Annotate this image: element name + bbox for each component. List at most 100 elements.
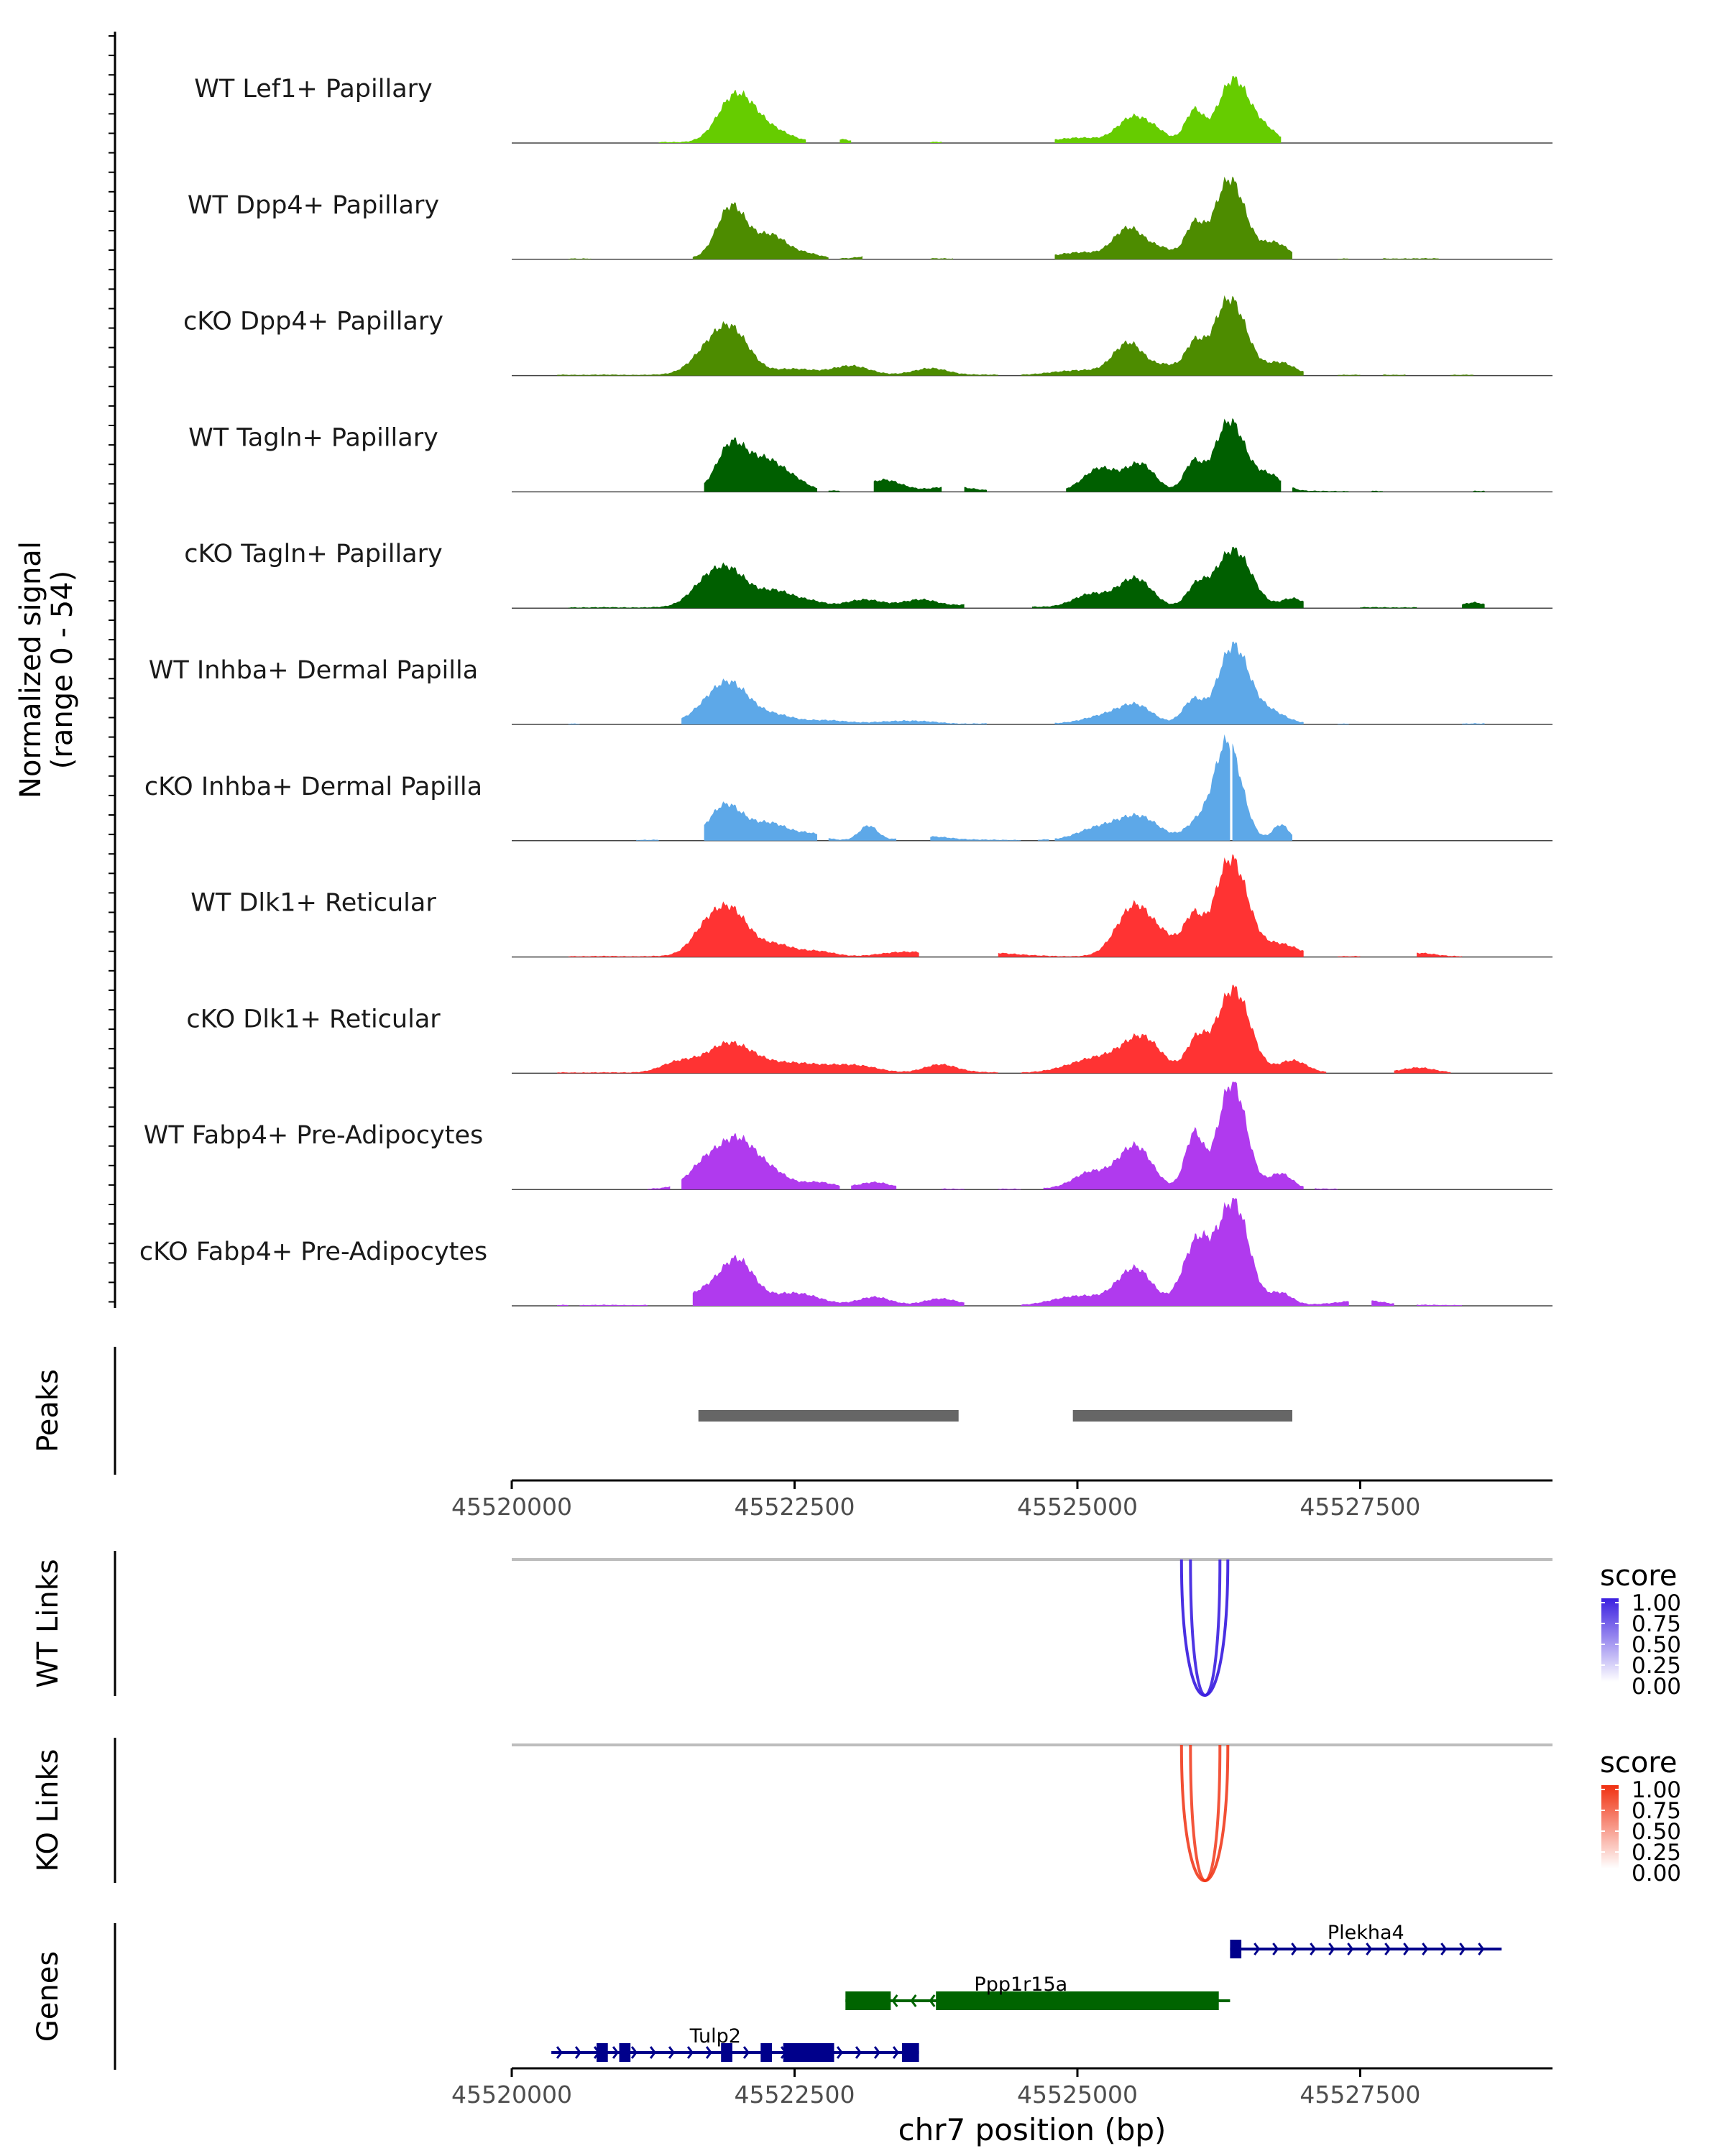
gene-strand-arrow [1328,1943,1335,1955]
coverage-track: cKO Inhba+ Dermal Papilla [144,734,1552,842]
coverage-area [681,678,987,724]
legend-tick-label: 0.75 [1632,1798,1681,1824]
coverage-area [964,487,987,492]
gene-strand-arrow [891,1994,898,2007]
gene-exon [902,2043,919,2062]
coverage-y-label: Normalized signal (range 0 - 54) [14,541,79,798]
legend-tick-label: 0.00 [1632,1674,1681,1700]
coverage-area [1232,743,1292,841]
legend-tick-label: 0.50 [1632,1819,1681,1845]
coverage-area [998,854,1304,957]
gene-exon [619,2043,631,2062]
coverage-area [1054,176,1292,259]
coverage-area [998,1188,1021,1190]
genes-track-label: Genes [32,1951,65,2042]
gene-exon [1230,1940,1242,1958]
coverage-track-label: cKO Dpp4+ Papillary [183,308,443,336]
coverage-area [828,825,897,841]
wt-link-arcs [1179,1559,1230,1697]
coverage-area [692,1255,965,1306]
wt-legend-title: score [1600,1560,1677,1593]
peaks-panel: Peaks 45520000 45522500 45525000 45527500 [32,1347,1552,1521]
legend-tick-label: 0.50 [1632,1632,1681,1658]
gene-strand-arrow [686,2046,694,2059]
coverage-area [704,437,817,492]
gene-strand-arrow [1403,1943,1410,1955]
gene-strand-arrow [556,2046,563,2059]
coverage-area [1054,641,1304,724]
coverage-track: cKO Dpp4+ Papillary [183,295,1552,377]
coverage-area [1315,1188,1338,1190]
coverage-area [1473,490,1485,492]
coverage-track-label: cKO Inhba+ Dermal Papilla [144,773,482,801]
legend-tick-label: 0.00 [1632,1861,1681,1886]
gene-strand-arrow [1272,1943,1279,1955]
coverage-area [568,562,965,609]
legend-tick-label: 0.25 [1632,1653,1681,1679]
gene-strand-arrow [705,2046,712,2059]
gene-exon [783,2043,834,2062]
gene-strand-arrow [1384,1943,1392,1955]
coverage-area [568,901,919,957]
coverage-area [557,1041,998,1074]
gene-strand-arrow [892,2046,899,2059]
coverage-area [1417,952,1463,957]
gene-model: Plekha4 [1230,1922,1502,1958]
coverage-area [1338,374,1361,376]
gene-strand-arrow [630,2046,638,2059]
coverage-area [681,1133,840,1190]
gene-exon [597,2043,608,2062]
coverage-area [1054,75,1282,143]
coverage-area [1417,1304,1463,1306]
ko-legend-title: score [1600,1746,1677,1779]
gene-models: Plekha4 Ppp1r15a Tulp2 [551,1922,1502,2062]
coverage-area [568,258,592,259]
wt-links-legend: score 1.000.750.500.250.00 [1600,1560,1681,1700]
gene-model: Ppp1r15a [845,1973,1230,2010]
gene-strand-arrow [1291,1943,1298,1955]
coverage-track: cKO Tagln+ Papillary [184,540,1552,609]
coverage-track-label: WT Lef1+ Papillary [194,75,433,103]
legend-tick-label: 1.00 [1632,1777,1681,1803]
gene-exon [936,1991,1219,2010]
peaks-x-tick-label: 45527500 [1300,1493,1420,1521]
genes-x-tick-label: 45527500 [1300,2081,1420,2109]
coverage-area [1292,487,1349,492]
peak-intervals [698,1410,1292,1422]
gene-strand-arrow [668,2046,675,2059]
coverage-track-label: WT Tagln+ Papillary [188,423,438,452]
genes-x-tick-label: 45520000 [451,2081,572,2109]
coverage-area [579,1304,648,1306]
gene-exon [721,2043,732,2062]
gene-model: Tulp2 [551,2025,919,2062]
coverage-area [1021,295,1304,376]
coverage-track: WT Dlk1+ Reticular [190,854,1552,958]
gene-exon [760,2043,772,2062]
x-axis-title: chr7 position (bp) [898,2112,1167,2147]
coverage-area [840,139,852,143]
coverage-area [930,142,942,143]
coverage-ylabel-range: (range 0 - 54) [46,571,79,769]
coverage-track: WT Dpp4+ Papillary [188,176,1552,260]
gene-strand-arrow [612,2046,619,2059]
coverage-track: WT Inhba+ Dermal Papilla [149,641,1552,725]
genes-x-ticks: 45520000 45522500 45525000 45527500 [451,2068,1420,2109]
coverage-track-label: cKO Fabp4+ Pre-Adipocytes [139,1238,487,1266]
gene-label: Tulp2 [689,2025,741,2047]
coverage-area [647,1186,671,1190]
genes-x-tick-label: 45525000 [1017,2081,1138,2109]
gene-strand-arrow [1347,1943,1354,1955]
peaks-x-tick-label: 45522500 [735,1493,855,1521]
legend-tick-label: 0.25 [1632,1840,1681,1866]
peaks-track-label: Peaks [32,1369,65,1452]
coverage-area [704,801,817,841]
coverage-area [636,839,659,841]
coverage-area [1450,374,1473,376]
coverage-area [1338,956,1361,957]
legend-tick-label: 0.75 [1632,1611,1681,1637]
coverage-area [1382,258,1440,259]
coverage-track: WT Fabp4+ Pre-Adipocytes [144,1082,1552,1190]
coverage-track: WT Lef1+ Papillary [194,75,1552,144]
legend-tick-label: 1.00 [1632,1590,1681,1616]
